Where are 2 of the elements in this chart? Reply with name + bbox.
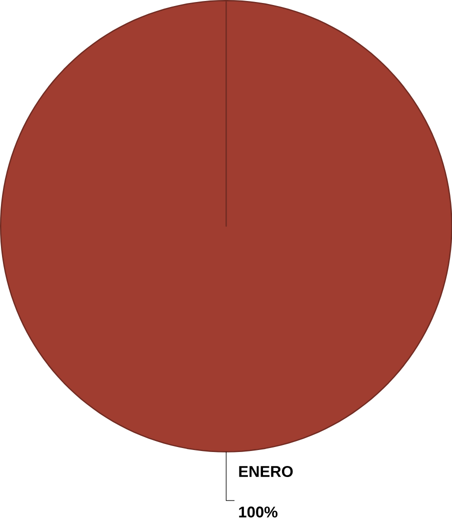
- data-label: 100%: [238, 506, 278, 518]
- slice-label: ENERO: [239, 466, 293, 477]
